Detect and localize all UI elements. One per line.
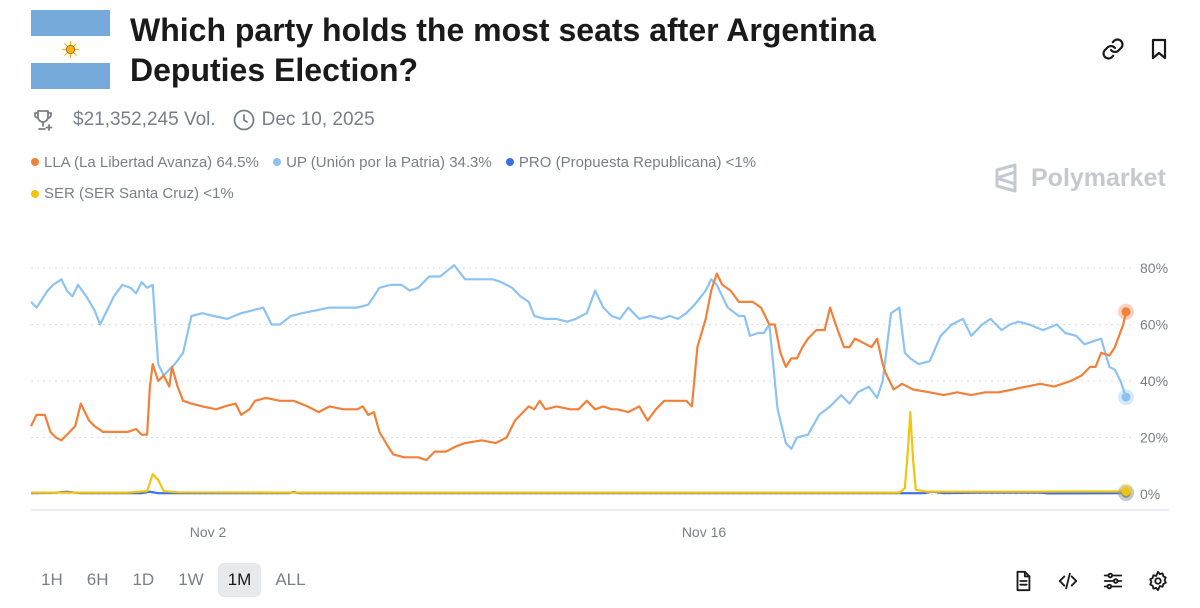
legend-dot (505, 158, 514, 166)
y-tick-label: 40% (1140, 373, 1168, 389)
timeframe-all[interactable]: ALL (275, 570, 306, 589)
chart-tools (1012, 570, 1192, 592)
page-title: Which party holds the most seats after A… (130, 12, 876, 88)
series-end-point (1121, 392, 1131, 402)
timeframe-1m[interactable]: 1M (217, 563, 262, 597)
legend-dot (31, 158, 39, 166)
timeframe-6h[interactable]: 6H (86, 570, 109, 589)
watermark-text: Polymarket (1031, 163, 1166, 192)
legend-item-lla: LLA (La Libertad Avanza) 64.5% (31, 147, 259, 178)
legend-dot (273, 158, 282, 166)
legend-item-ser: SER (SER Santa Cruz) <1% (31, 178, 234, 209)
link-icon[interactable] (1101, 37, 1125, 61)
series-end-point (1121, 307, 1131, 317)
gear-icon[interactable] (1147, 570, 1169, 592)
y-tick-label: 60% (1140, 317, 1168, 333)
series-end-point (1121, 486, 1131, 496)
legend-item-pro: PRO (Propuesta Republicana) <1% (505, 147, 756, 178)
legend-dot (31, 189, 39, 198)
clock-icon (233, 109, 255, 131)
x-tick-label: Nov 16 (682, 524, 727, 540)
timeframe-1h[interactable]: 1H (41, 570, 63, 589)
sliders-icon[interactable] (1102, 570, 1124, 592)
timeframe-1w[interactable]: 1W (178, 570, 204, 589)
series-line-ser (31, 411, 1126, 494)
volume-text: $21,352,245 Vol. (73, 109, 216, 130)
y-tick-label: 0% (1140, 486, 1160, 502)
bookmark-icon[interactable] (1147, 37, 1171, 61)
market-meta: $21,352,245 Vol. Dec 10, 2025 (31, 108, 375, 132)
argentina-flag-icon (31, 10, 110, 89)
series-line-up (30, 264, 1128, 450)
series-line-lla (30, 272, 1128, 462)
y-tick-label: 20% (1140, 430, 1168, 446)
x-tick-label: Nov 2 (190, 524, 227, 540)
timeframe-1d[interactable]: 1D (132, 570, 155, 589)
chart-legend: LLA (La Libertad Avanza) 64.5% UP (Unión… (31, 146, 831, 209)
code-icon[interactable] (1057, 570, 1079, 592)
timeframe-selector: 1H 6H 1D 1W 1M ALL (31, 563, 320, 597)
trophy-icon (34, 110, 53, 131)
legend-item-up: UP (Unión por la Patria) 34.3% (273, 147, 492, 178)
polymarket-logo-icon (995, 163, 1017, 193)
polymarket-watermark: Polymarket (991, 163, 1166, 193)
y-tick-label: 80% (1140, 260, 1168, 276)
end-date-text: Dec 10, 2025 (261, 109, 375, 130)
document-icon[interactable] (1012, 570, 1034, 592)
